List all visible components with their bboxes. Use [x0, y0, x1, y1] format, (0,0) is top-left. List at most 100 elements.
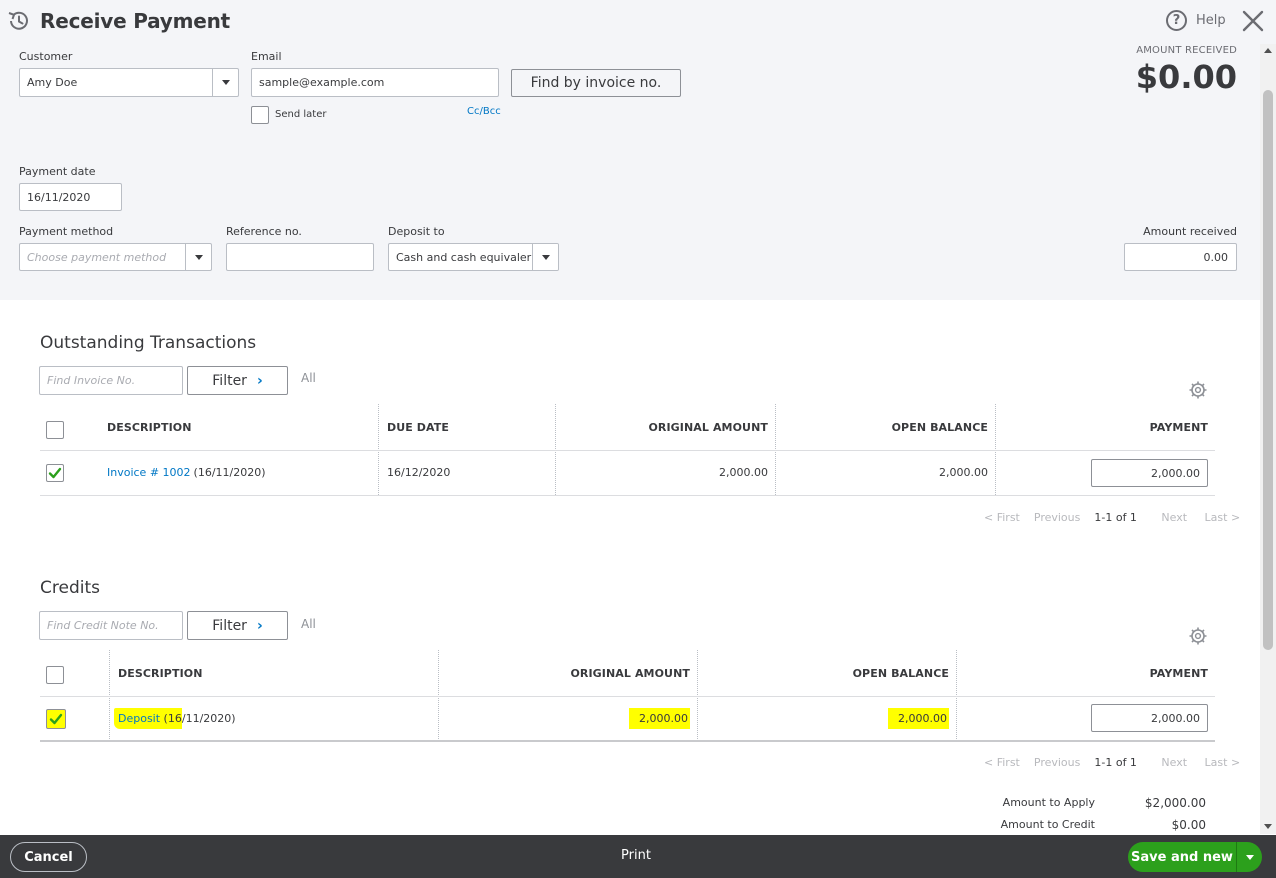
payment-method-label: Payment method	[19, 225, 114, 238]
invoice-date: (16/11/2020)	[193, 466, 266, 479]
save-options-toggle[interactable]	[1236, 842, 1262, 872]
pager-first[interactable]: < First	[984, 511, 1020, 524]
credit-highlight: Deposit (16	[114, 708, 182, 729]
deposit-date-end: /11/2020)	[181, 712, 236, 725]
invoice-link[interactable]: Invoice # 1002	[107, 466, 191, 479]
col-payment: PAYMENT	[1149, 420, 1208, 434]
scroll-down-arrow[interactable]	[1264, 824, 1272, 829]
amount-to-credit-value: $0.00	[1171, 818, 1206, 832]
row-description: Invoice # 1002 (16/11/2020)	[107, 450, 266, 495]
pager-next[interactable]: Next	[1161, 511, 1188, 524]
amount-received-label: Amount received	[1143, 225, 1237, 238]
column-divider	[555, 404, 556, 495]
col-description: DESCRIPTION	[107, 420, 192, 434]
row-checkbox[interactable]	[46, 464, 64, 482]
history-icon[interactable]	[6, 8, 32, 34]
payment-date-field[interactable]: 16/11/2020	[19, 183, 122, 211]
cancel-button[interactable]: Cancel	[10, 842, 87, 872]
outstanding-pager: < First Previous 1-1 of 1 Next Last >	[984, 511, 1240, 524]
original-amount-value: 2,000.00	[629, 708, 690, 729]
row-divider	[40, 696, 1215, 697]
column-divider	[109, 650, 110, 741]
save-and-new-label: Save and new	[1131, 849, 1233, 865]
payment-method-placeholder: Choose payment method	[27, 250, 167, 264]
footer-bar: Cancel Print Save and new	[0, 835, 1276, 878]
pager-last[interactable]: Last >	[1204, 756, 1241, 769]
page-scrollbar[interactable]	[1260, 44, 1276, 834]
column-divider	[775, 404, 776, 495]
close-icon[interactable]	[1240, 8, 1266, 34]
find-invoice-input[interactable]: Find Invoice No.	[39, 366, 183, 395]
pager-previous[interactable]: Previous	[1033, 756, 1081, 769]
reference-label: Reference no.	[226, 225, 302, 238]
payment-date-label: Payment date	[19, 165, 96, 178]
checkmark-icon	[49, 713, 63, 725]
amount-received-field[interactable]: 0.00	[1124, 243, 1237, 271]
col-open-balance: OPEN BALANCE	[891, 420, 988, 434]
amount-received-heading: AMOUNT RECEIVED	[1136, 45, 1237, 56]
send-later-checkbox[interactable]	[251, 106, 269, 124]
credits-filter-button[interactable]: Filter ›	[187, 611, 288, 640]
col-payment: PAYMENT	[1149, 666, 1208, 680]
payment-date-value: 16/11/2020	[27, 190, 91, 204]
row-payment-input[interactable]: 2,000.00	[1091, 704, 1208, 732]
select-all-credits-checkbox[interactable]	[46, 666, 64, 684]
filter-label: Filter	[212, 372, 247, 389]
row-checkbox[interactable]	[46, 709, 66, 729]
customer-select[interactable]: Amy Doe	[19, 68, 239, 97]
row-payment-input[interactable]: 2,000.00	[1091, 459, 1208, 487]
credits-pager: < First Previous 1-1 of 1 Next Last >	[984, 756, 1240, 769]
print-button[interactable]: Print	[621, 848, 651, 863]
amount-received-total: $0.00	[1135, 58, 1237, 96]
help-label: Help	[1196, 13, 1226, 28]
outstanding-title: Outstanding Transactions	[40, 333, 257, 353]
payment-method-dropdown-toggle[interactable]	[185, 244, 211, 270]
find-invoice-placeholder: Find Invoice No.	[47, 374, 136, 387]
reference-field[interactable]	[226, 243, 374, 271]
pager-range: 1-1 of 1	[1094, 511, 1137, 524]
deposit-date-start: (16	[160, 712, 182, 725]
caret-down-icon	[1245, 854, 1254, 860]
credits-all-link[interactable]: All	[301, 617, 316, 631]
pager-next[interactable]: Next	[1161, 756, 1188, 769]
amount-to-apply-label: Amount to Apply	[1002, 796, 1095, 809]
pager-last[interactable]: Last >	[1204, 511, 1241, 524]
pager-first[interactable]: < First	[984, 756, 1020, 769]
customer-label: Customer	[19, 50, 73, 63]
credits-title: Credits	[40, 578, 100, 598]
caret-down-icon	[221, 80, 230, 85]
save-and-new-button[interactable]: Save and new	[1128, 842, 1262, 872]
column-divider	[438, 650, 439, 741]
select-all-outstanding-checkbox[interactable]	[46, 421, 64, 439]
pager-range: 1-1 of 1	[1094, 756, 1137, 769]
gear-icon[interactable]	[1188, 626, 1208, 646]
cc-bcc-link[interactable]: Cc/Bcc	[467, 106, 501, 117]
scroll-thumb[interactable]	[1263, 90, 1273, 650]
caret-down-icon	[541, 254, 550, 260]
col-description: DESCRIPTION	[118, 666, 203, 680]
checkmark-icon	[48, 467, 62, 479]
customer-value: Amy Doe	[27, 76, 78, 89]
find-credit-note-input[interactable]: Find Credit Note No.	[39, 611, 183, 640]
chevron-right-icon: ›	[256, 617, 263, 634]
payment-method-select[interactable]: Choose payment method	[19, 243, 212, 271]
row-payment-value: 2,000.00	[1151, 711, 1200, 725]
find-by-invoice-button[interactable]: Find by invoice no.	[511, 69, 681, 97]
email-field[interactable]: sample@example.com	[251, 68, 499, 97]
customer-dropdown-toggle[interactable]	[212, 69, 238, 96]
outstanding-filter-button[interactable]: Filter ›	[187, 366, 288, 395]
scroll-up-arrow[interactable]	[1264, 48, 1272, 53]
column-divider	[956, 650, 957, 741]
pager-previous[interactable]: Previous	[1033, 511, 1081, 524]
deposit-to-select[interactable]: Cash and cash equivaler	[388, 243, 559, 271]
outstanding-all-link[interactable]: All	[301, 371, 316, 385]
amount-to-credit-label: Amount to Credit	[1000, 818, 1095, 831]
amount-received-value: 0.00	[1203, 250, 1229, 264]
deposit-link[interactable]: Deposit	[118, 712, 161, 725]
amount-to-apply-value: $2,000.00	[1144, 796, 1206, 810]
row-due-date: 16/12/2020	[387, 466, 451, 479]
title-area: Receive Payment	[6, 8, 230, 34]
help-button[interactable]: ? Help	[1166, 10, 1226, 31]
gear-icon[interactable]	[1188, 380, 1208, 400]
deposit-to-dropdown-toggle[interactable]	[532, 244, 558, 270]
